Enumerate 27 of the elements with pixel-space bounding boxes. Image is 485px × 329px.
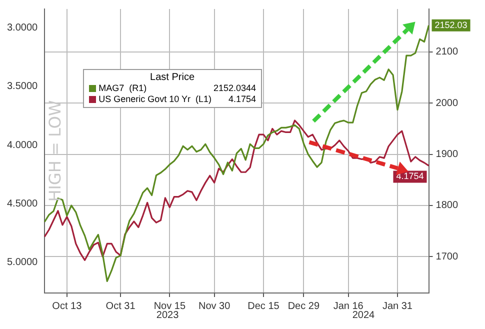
legend-title: Last Price (149, 72, 196, 83)
x-tick-label: Jan 31 (382, 300, 413, 312)
y-tick-label: 4.0000 (6, 140, 38, 151)
data-label: 2152.03 (434, 20, 468, 30)
y2-tick-label: 1800 (436, 200, 458, 212)
y2-tick-label: 1700 (436, 251, 458, 262)
text: 2024 (352, 310, 376, 321)
y-tick-label: 3.0000 (6, 22, 38, 34)
y-tick-label: 3.5000 (6, 81, 38, 92)
legend-label: US Generic Govt 10 Yr (L1) (98, 94, 212, 105)
legend-label: MAG7 (R1) (98, 83, 147, 94)
x-tick-label: Nov 15 (154, 300, 186, 312)
data-label: 4.1754 (396, 171, 424, 182)
text: 2023 (156, 310, 180, 321)
y2-tick-label: 2000 (436, 98, 458, 109)
x-tick-label: Jan 16 (333, 300, 364, 312)
x-tick-label: Dec 29 (288, 300, 320, 312)
annotation: 4.1754 (227, 94, 256, 105)
y2-tick-label: 2100 (436, 46, 458, 58)
x-tick-label: Oct 13 (52, 300, 82, 312)
y2-tick-label: 1900 (436, 149, 458, 160)
x-tick-label: Oct 31 (106, 300, 136, 312)
annotation: 2152.0344 (212, 83, 256, 94)
x-tick-label: Nov 30 (198, 300, 231, 312)
y-tick-label: 5.0000 (6, 257, 38, 268)
y-tick-label: 4.5000 (6, 198, 38, 210)
x-tick-label: Dec 15 (248, 300, 280, 312)
